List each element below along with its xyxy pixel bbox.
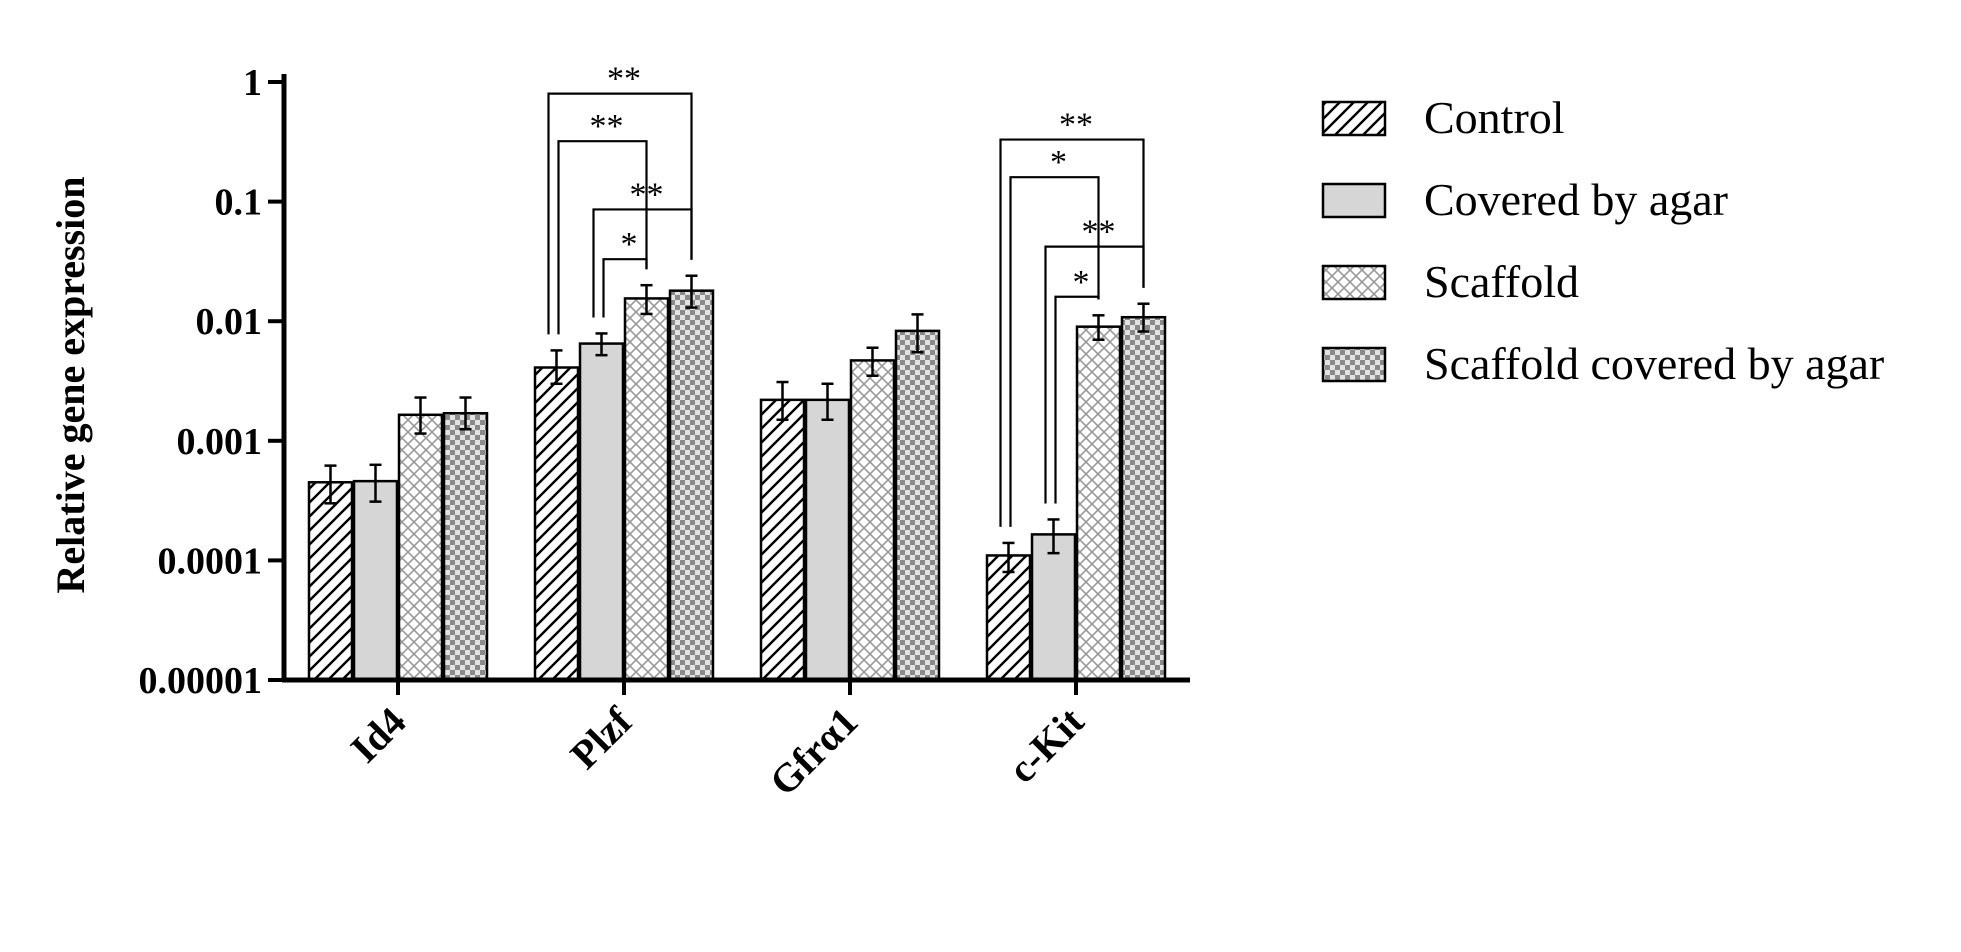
significance-label: ** bbox=[590, 108, 624, 145]
bar bbox=[759, 398, 806, 682]
legend: Control Covered by agar Scaffold Scaffold c… bbox=[1321, 92, 1884, 389]
bar bbox=[985, 554, 1032, 682]
y-tick-label: 0.001 bbox=[177, 421, 263, 463]
bar bbox=[533, 366, 580, 682]
plot-area: 1 0.1 0.01 0.001 0.0001 0.00001 Id4 Plzf Gfrα1 c-… bbox=[139, 61, 1190, 805]
x-tick-label: c-Kit bbox=[999, 698, 1093, 792]
significance-label: ** bbox=[607, 61, 641, 98]
bar bbox=[1030, 533, 1077, 682]
legend-swatch bbox=[1321, 264, 1387, 301]
bar bbox=[442, 411, 489, 682]
significance-bracket bbox=[1044, 245, 1145, 504]
significance-bracket bbox=[602, 258, 648, 318]
bar bbox=[307, 481, 354, 682]
significance-bracket bbox=[1009, 176, 1100, 527]
legend-swatch bbox=[1321, 182, 1387, 219]
significance-bracket bbox=[557, 140, 648, 335]
bar bbox=[894, 329, 941, 682]
y-axis-label: Relative gene expression bbox=[48, 177, 93, 594]
legend-swatch bbox=[1321, 346, 1387, 383]
significance-label: * bbox=[621, 226, 638, 263]
significance-bracket bbox=[547, 92, 693, 335]
bar bbox=[1120, 315, 1167, 682]
y-tick-label: 0.1 bbox=[215, 182, 263, 224]
legend-label: Scaffold bbox=[1424, 256, 1579, 307]
bar bbox=[397, 413, 444, 682]
significance-bracket bbox=[1054, 295, 1100, 504]
bar bbox=[623, 297, 670, 682]
x-tick-label: Plzf bbox=[561, 698, 640, 777]
legend-label: Control bbox=[1424, 92, 1565, 143]
significance-label: * bbox=[1050, 144, 1067, 181]
legend-label: Scaffold covered by agar bbox=[1424, 338, 1884, 389]
significance-bracket bbox=[999, 138, 1145, 527]
x-tick-label: Gfrα1 bbox=[761, 699, 867, 805]
y-tick-label: 1 bbox=[243, 62, 262, 104]
bar bbox=[352, 479, 399, 682]
legend-swatch bbox=[1321, 100, 1387, 137]
y-tick-label: 0.01 bbox=[196, 301, 263, 343]
significance-label: * bbox=[1073, 264, 1090, 301]
x-tick-label: Id4 bbox=[342, 699, 415, 772]
significance-label: ** bbox=[1059, 107, 1093, 144]
bar bbox=[1075, 325, 1122, 682]
bar bbox=[578, 342, 625, 682]
bar bbox=[668, 289, 715, 682]
bar bbox=[849, 359, 896, 682]
y-tick-label: 0.0001 bbox=[158, 540, 263, 582]
legend-label: Covered by agar bbox=[1424, 174, 1728, 225]
significance-label: ** bbox=[1082, 214, 1116, 251]
significance-bracket bbox=[592, 208, 693, 318]
y-tick-label: 0.00001 bbox=[139, 660, 263, 702]
significance-label: ** bbox=[630, 176, 664, 213]
bar bbox=[804, 398, 851, 682]
